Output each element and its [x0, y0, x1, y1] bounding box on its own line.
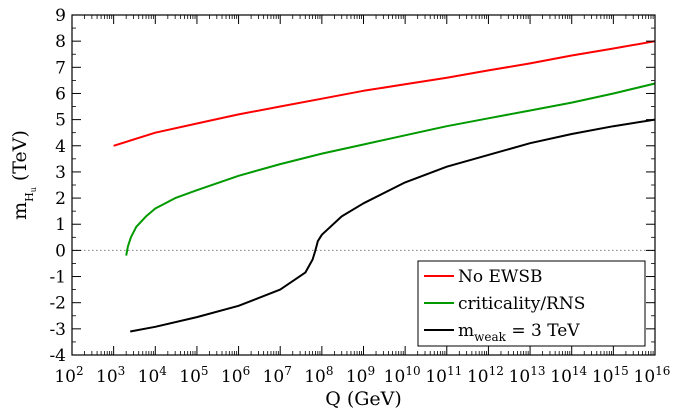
- y-axis-title-main: m: [9, 202, 31, 220]
- y-axis-title-sub: H: [23, 192, 36, 202]
- x-tick-label: 1011: [425, 364, 462, 387]
- x-tick-label: 107: [263, 364, 292, 387]
- y-tick-label: -2: [49, 294, 66, 314]
- series-line-1: [113, 40, 656, 147]
- tick-labels-layer: 102 103 104 105 106 107 108 109 1010 1011 1012 1013…: [49, 6, 670, 387]
- y-tick-label: 7: [55, 58, 66, 78]
- y-axis-title-subsub: u: [29, 187, 38, 192]
- x-tick-label: 1015: [592, 364, 629, 387]
- legend-label-3: mweak = 3 TeV: [458, 321, 580, 344]
- y-tick-label: 6: [55, 84, 66, 104]
- y-tick-label: -1: [49, 268, 66, 288]
- x-tick-label: 102: [54, 364, 83, 387]
- series-line-2: [125, 82, 656, 256]
- y-axis-title: mHu (TeV): [9, 130, 38, 220]
- legend-label-2: criticality/RNS: [458, 294, 585, 314]
- y-tick-label: 9: [55, 6, 66, 26]
- y-tick-label: 5: [55, 111, 66, 131]
- y-tick-label: 0: [55, 241, 66, 261]
- y-tick-label: -4: [49, 346, 66, 366]
- ticks-layer: [71, 14, 656, 356]
- legend-label-1: No EWSB: [458, 267, 543, 287]
- series-layer: [113, 40, 656, 333]
- x-tick-label: 1016: [634, 364, 671, 387]
- x-tick-label: 108: [304, 364, 333, 387]
- y-tick-label: 2: [55, 189, 66, 209]
- y-tick-label: 3: [55, 163, 66, 183]
- x-tick-label: 1013: [509, 364, 546, 387]
- y-tick-label: 8: [55, 32, 66, 52]
- x-tick-label: 1014: [550, 364, 587, 387]
- x-tick-label: 1010: [384, 364, 421, 387]
- series-line-3: [130, 118, 656, 333]
- y-tick-label: -3: [49, 320, 66, 340]
- legend-items: No EWSB criticality/RNS mweak = 3 TeV: [424, 267, 585, 344]
- x-tick-label: 109: [346, 364, 375, 387]
- x-axis-title: Q (GeV): [325, 388, 402, 410]
- y-tick-label: 4: [55, 137, 66, 157]
- y-tick-label: 1: [55, 215, 66, 235]
- x-tick-label: 104: [138, 364, 168, 387]
- x-tick-label: 105: [179, 364, 208, 387]
- x-tick-label: 1012: [467, 364, 504, 387]
- legend-box: [417, 260, 646, 347]
- y-axis-title-unit: (TeV): [9, 130, 31, 181]
- x-tick-label: 106: [221, 364, 250, 387]
- x-tick-label: 103: [96, 364, 125, 387]
- legend: No EWSB criticality/RNS mweak = 3 TeV: [417, 260, 646, 347]
